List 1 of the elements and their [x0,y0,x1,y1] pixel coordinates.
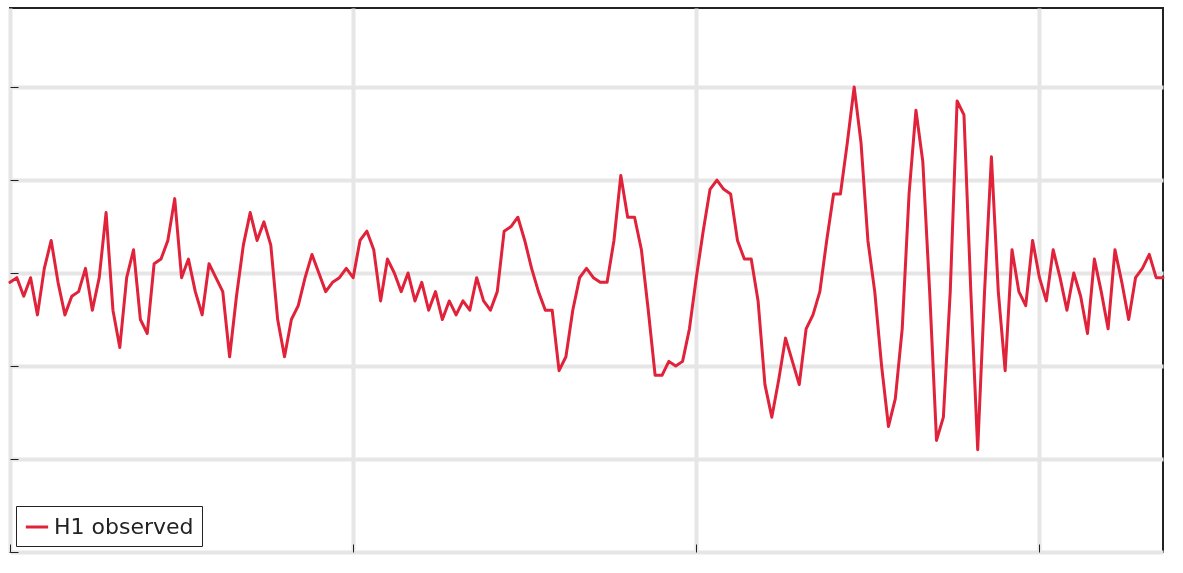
legend-label: H1 observed [54,514,194,539]
